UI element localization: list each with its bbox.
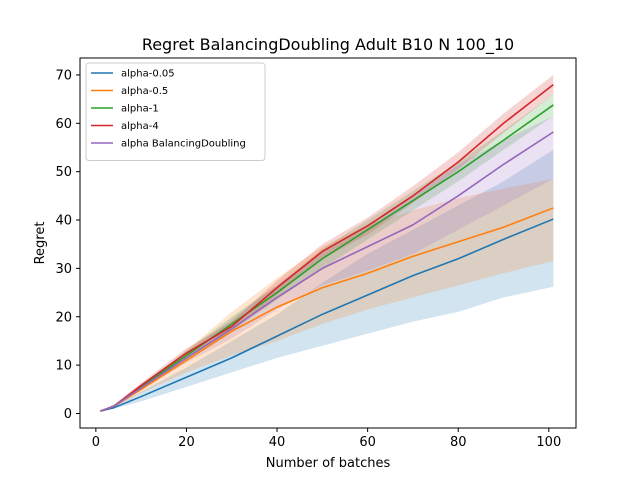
y-tick-label: 20	[55, 310, 72, 325]
line-alpha-balancingdoubling	[100, 131, 554, 412]
plot-frame	[79, 57, 577, 429]
y-axis-label: Regret	[33, 222, 48, 265]
x-tick-label: 80	[450, 435, 467, 450]
x-tick-label: 0	[92, 435, 100, 450]
x-tick-label: 40	[269, 435, 286, 450]
y-tick-label: 70	[55, 68, 72, 83]
band-alpha-0-05	[100, 149, 554, 412]
legend: alpha-0.05 alpha-0.5 alpha-1 alpha-4 alpha B…	[85, 62, 266, 161]
x-axis-label: Number of batches	[266, 456, 391, 471]
y-tick-label: 0	[64, 407, 72, 422]
band-alpha-1	[100, 94, 554, 412]
y-tick-label: 30	[55, 262, 72, 277]
line-alpha-0-05	[100, 218, 554, 412]
legend-entry: alpha-1	[121, 104, 159, 115]
legend-entry: alpha-0.05	[121, 69, 175, 80]
y-tick-label: 40	[55, 214, 72, 229]
series-lines	[100, 83, 554, 412]
y-axis: 0 10 20 30 40 50 60 70	[55, 68, 80, 422]
line-alpha-4	[100, 83, 554, 412]
line-alpha-0-5	[100, 207, 554, 412]
band-alpha-0-5	[100, 178, 554, 412]
legend-entry: alpha-4	[121, 121, 159, 132]
legend-box	[85, 62, 266, 161]
y-tick-label: 50	[55, 165, 72, 180]
legend-entry: alpha BalancingDoubling	[121, 139, 246, 150]
band-alpha-4	[100, 74, 554, 412]
legend-entry: alpha-0.5	[121, 86, 168, 97]
chart-title: Regret BalancingDoubling Adult B10 N 100…	[142, 35, 514, 55]
x-tick-label: 60	[359, 435, 376, 450]
x-tick-label: 20	[178, 435, 195, 450]
x-axis: 0 20 40 60 80 100	[92, 428, 561, 450]
y-tick-label: 10	[55, 359, 72, 374]
y-tick-label: 60	[55, 117, 72, 132]
x-tick-label: 100	[536, 435, 561, 450]
